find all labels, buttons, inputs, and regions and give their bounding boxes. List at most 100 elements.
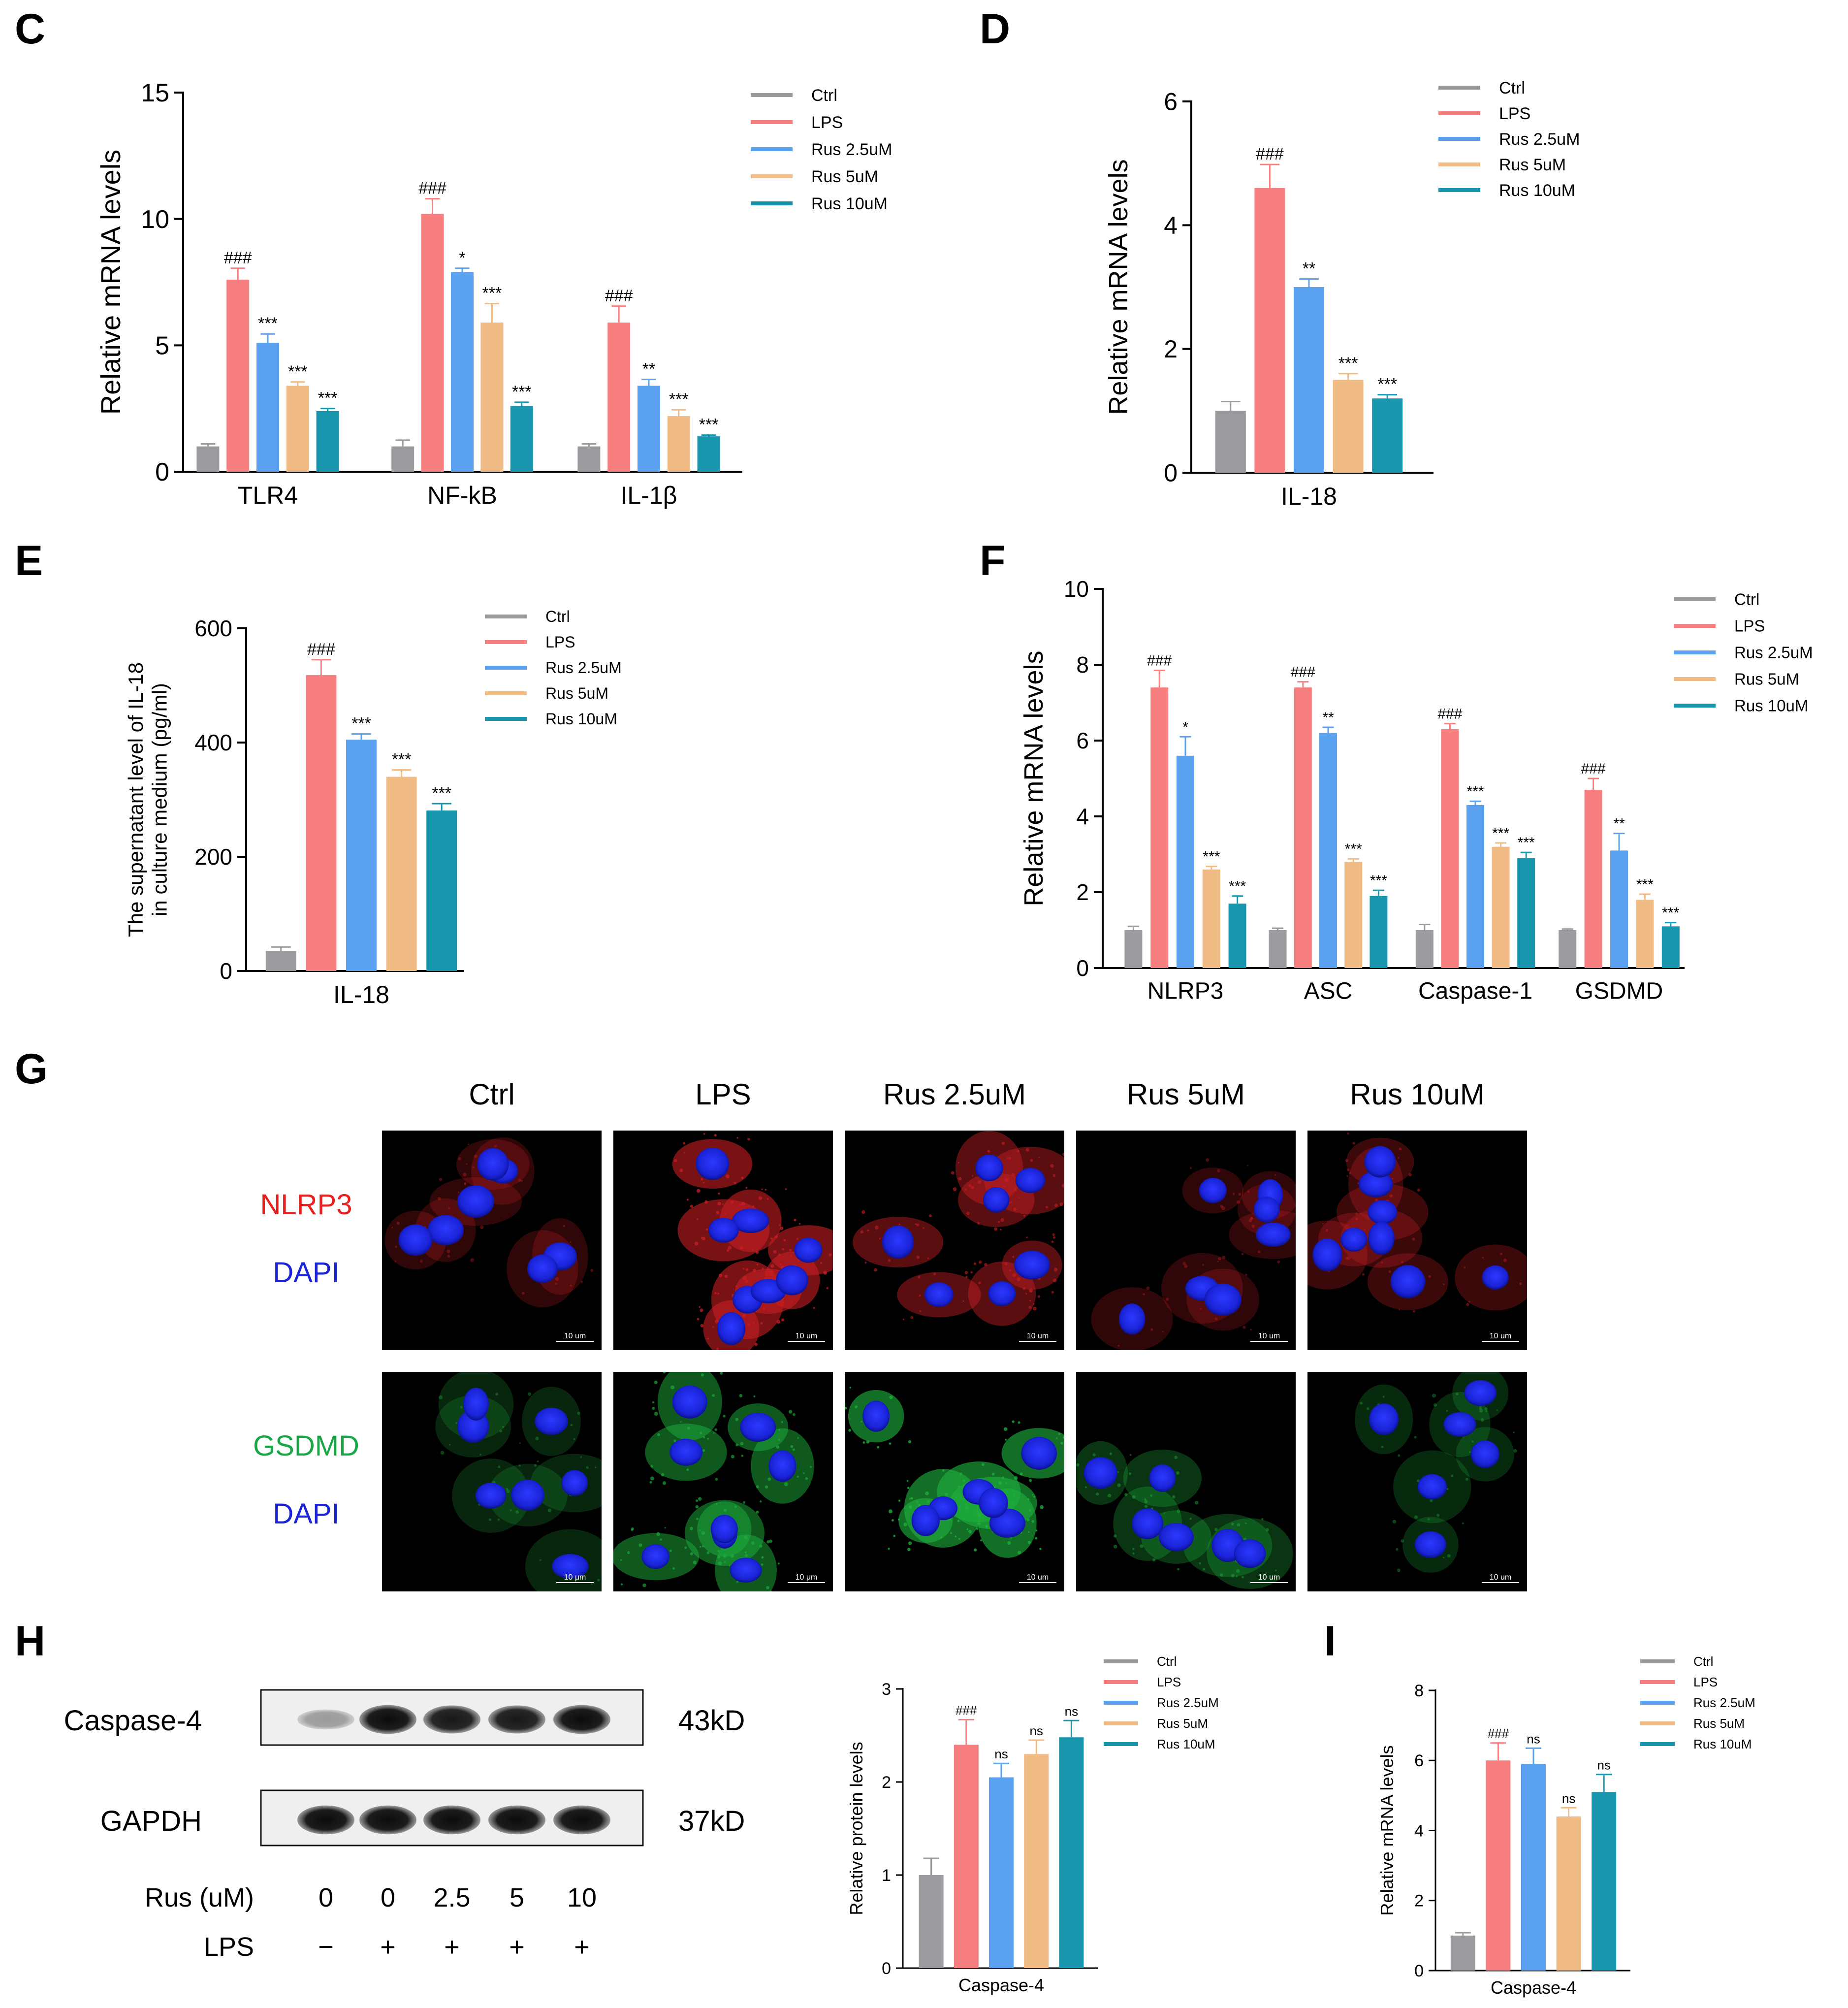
stain-speckle	[968, 1530, 972, 1534]
scale-bar-label: 10 um	[1027, 1573, 1049, 1582]
significance-label: *	[1182, 719, 1188, 735]
stain-speckle	[1053, 1278, 1057, 1283]
nucleus-dapi	[1158, 1522, 1194, 1552]
stain-speckle	[1117, 1483, 1121, 1488]
y-tick-label: 0	[155, 458, 169, 486]
stain-speckle	[782, 1248, 784, 1251]
significance-label: ***	[669, 390, 689, 409]
stain-speckle	[788, 1410, 793, 1414]
stain-speckle	[1031, 1520, 1035, 1523]
stain-speckle	[1166, 1297, 1169, 1301]
stain-speckle	[945, 1492, 948, 1496]
stain-speckle	[742, 1314, 746, 1318]
bar-rus-2-5um-caspase-4	[989, 1777, 1014, 1968]
stain-speckle	[903, 1522, 907, 1526]
stain-speckle	[718, 1273, 723, 1277]
stain-speckle	[716, 1347, 719, 1350]
bar-ctrl-asc	[1269, 930, 1287, 968]
significance-label: ***	[1518, 835, 1535, 851]
stain-speckle	[766, 1198, 769, 1200]
stain-speckle	[1014, 1476, 1018, 1480]
micrograph-content	[435, 1372, 602, 1591]
stain-speckle	[1194, 1500, 1199, 1505]
stain-speckle	[699, 1306, 701, 1308]
stain-speckle	[1298, 1178, 1300, 1180]
stain-speckle	[1058, 1432, 1061, 1435]
stain-speckle	[753, 1322, 755, 1324]
significance-label: ***	[351, 714, 371, 733]
stain-speckle	[726, 1174, 730, 1178]
stain-speckle	[915, 1223, 917, 1225]
stain-speckle	[1012, 1420, 1015, 1423]
stain-speckle	[656, 1532, 660, 1536]
stain-speckle	[962, 1300, 964, 1302]
stain-speckle	[1005, 1482, 1008, 1484]
stain-speckle	[776, 1320, 781, 1324]
nucleus-dapi	[1414, 1531, 1446, 1558]
stain-speckle	[743, 1501, 746, 1504]
stain-speckle	[661, 1473, 665, 1477]
stain-speckle	[864, 1262, 867, 1264]
stain-speckle	[813, 1307, 815, 1309]
legend-swatch	[1438, 137, 1480, 141]
bar-rus-5um-il-1	[667, 416, 690, 472]
stain-speckle	[1059, 1202, 1063, 1206]
stain-speckle	[928, 1214, 932, 1218]
stain-speckle	[724, 1274, 728, 1278]
stain-speckle	[769, 1270, 774, 1274]
stain-speckle	[1092, 1453, 1096, 1457]
stain-speckle	[701, 1237, 703, 1239]
y-tick-label: 5	[155, 332, 169, 360]
stain-speckle	[1144, 1498, 1147, 1501]
stain-speckle	[701, 1545, 704, 1548]
stain-speckle	[717, 1201, 721, 1206]
stain-speckle	[797, 1475, 799, 1478]
bar-lps-caspase-1	[1441, 729, 1459, 968]
stain-speckle	[1222, 1256, 1226, 1260]
stain-speckle	[1428, 1275, 1431, 1278]
legend-swatch	[1640, 1680, 1675, 1684]
legend: Ctrl LPS Rus 2.5uM Rus 5uM Rus 10uM	[1438, 79, 1580, 200]
stain-speckle	[848, 1429, 852, 1432]
stain-speckle	[488, 1518, 492, 1521]
legend-swatch	[1640, 1742, 1675, 1746]
stain-speckle	[438, 1197, 441, 1200]
stain-speckle	[1177, 1568, 1180, 1571]
stain-speckle	[1144, 1500, 1148, 1504]
stain-speckle	[736, 1136, 739, 1139]
stain-speckle	[701, 1531, 705, 1535]
panel-g: G Ctrl LPS Rus 2.5uM Rus 5uM Rus 10uM NLRP3 DAP…	[15, 1045, 1527, 1591]
stain-speckle	[981, 1463, 985, 1466]
stain-speckle	[1468, 1451, 1471, 1453]
bar-rus-2-5um-gsdmd	[1610, 850, 1628, 968]
stain-speckle	[449, 1444, 451, 1446]
legend-swatch	[485, 717, 527, 721]
stain-speckle	[729, 1565, 731, 1567]
stain-speckle	[747, 1137, 750, 1141]
stain-speckle	[1011, 1501, 1014, 1504]
blot-protein-label: Caspase-4	[64, 1705, 202, 1737]
stain-speckle	[460, 1406, 463, 1409]
stain-speckle	[820, 1262, 822, 1264]
y-tick-label: 8	[1414, 1682, 1424, 1700]
x-category-label: IL-18	[333, 981, 389, 1008]
legend-swatch	[1438, 111, 1480, 115]
bar-rus-2-5um-nf-kb	[451, 272, 474, 472]
y-tick-label: 0	[220, 958, 232, 984]
stain-speckle	[696, 1518, 699, 1521]
stain-speckle	[1462, 1522, 1464, 1524]
legend-swatch	[485, 691, 527, 695]
nucleus-dapi	[1083, 1457, 1117, 1489]
stain-speckle	[927, 1257, 929, 1260]
stain-speckle	[889, 1442, 892, 1445]
legend-swatch	[485, 666, 527, 670]
stain-speckle	[474, 1154, 478, 1158]
nucleus-dapi	[641, 1544, 670, 1569]
stain-speckle	[1146, 1286, 1150, 1290]
stain-speckle	[694, 1241, 699, 1246]
stain-speckle	[910, 1316, 914, 1319]
stain-speckle	[1250, 1217, 1253, 1220]
stain-speckle	[845, 1406, 847, 1410]
significance-label: ###	[1581, 761, 1606, 777]
nucleus-dapi	[561, 1470, 588, 1496]
